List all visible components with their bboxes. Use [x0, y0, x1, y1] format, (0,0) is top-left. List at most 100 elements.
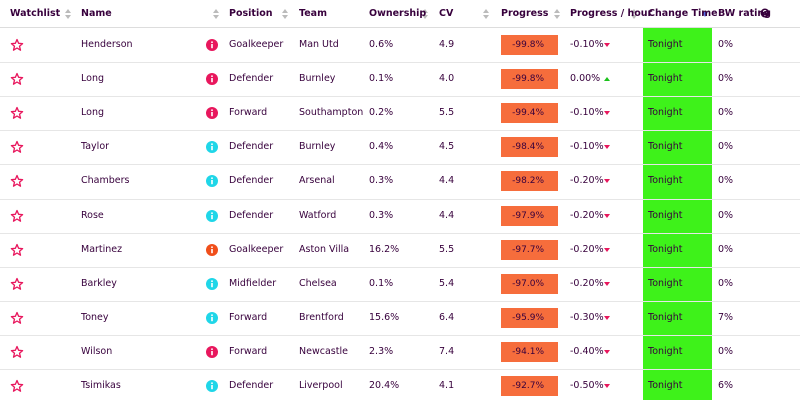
row-divider [0, 130, 800, 131]
change-time: Tonight [648, 107, 683, 119]
team: Chelsea [299, 277, 337, 289]
player-name: Long [81, 107, 104, 119]
position: Goalkeeper [229, 243, 284, 255]
cv: 4.4 [439, 209, 455, 221]
cv: 4.0 [439, 73, 455, 85]
header-divider [0, 27, 800, 28]
watchlist-star[interactable] [10, 106, 24, 120]
info-icon[interactable] [206, 175, 218, 188]
change-time: Tonight [648, 73, 683, 85]
sort-icon[interactable] [553, 8, 561, 20]
ownership: 0.1% [369, 73, 394, 85]
row-divider [0, 301, 800, 302]
team: Burnley [299, 73, 336, 85]
info-icon[interactable] [206, 311, 218, 324]
progress: -97.7% [501, 239, 558, 260]
bw-rating: 0% [718, 209, 734, 221]
progress-hour: -0.10% [570, 107, 604, 119]
bw-rating: 0% [718, 243, 734, 255]
player-name: Martinez [81, 243, 123, 255]
player-name: Chambers [81, 175, 130, 187]
progress: -92.7% [501, 376, 558, 397]
cv: 5.5 [439, 107, 455, 119]
change-time: Tonight [648, 311, 683, 323]
bw-rating: 7% [718, 311, 734, 323]
team: Watford [299, 209, 337, 221]
sort-icon[interactable] [630, 8, 638, 20]
sort-active-icon[interactable] [701, 10, 709, 18]
column-header[interactable]: Position [229, 8, 273, 19]
player-name: Rose [81, 209, 104, 221]
ownership: 0.3% [369, 209, 394, 221]
watchlist-star[interactable] [10, 243, 24, 257]
info-icon[interactable] [206, 345, 218, 358]
change-time: Tonight [648, 209, 683, 221]
info-icon[interactable] [206, 39, 218, 52]
player-name: Wilson [81, 345, 113, 357]
position: Defender [229, 73, 274, 85]
change-time: Tonight [648, 175, 683, 187]
trend-arrow [604, 43, 610, 48]
player-name: Henderson [81, 39, 133, 51]
watchlist-star[interactable] [10, 209, 24, 223]
bw-rating: 0% [718, 73, 734, 85]
progress: -97.0% [501, 273, 558, 294]
column-header[interactable]: Team [299, 8, 327, 19]
column-header[interactable]: Progress / hour [570, 8, 653, 19]
cv: 4.4 [439, 175, 455, 187]
column-header[interactable]: Ownership [369, 8, 427, 19]
progress-hour: -0.30% [570, 311, 604, 323]
info-icon[interactable] [206, 141, 218, 154]
sort-icon[interactable] [482, 8, 490, 20]
position: Forward [229, 311, 268, 323]
sort-icon[interactable] [64, 8, 72, 20]
info-icon[interactable] [206, 243, 218, 256]
watchlist-star[interactable] [10, 38, 24, 52]
watchlist-star[interactable] [10, 140, 24, 154]
team: Brentford [299, 311, 344, 323]
sort-icon[interactable] [421, 8, 429, 20]
sort-icon[interactable] [281, 8, 289, 20]
info-icon[interactable] [206, 209, 218, 222]
progress-hour: -0.20% [570, 209, 604, 221]
info-icon[interactable] [206, 73, 218, 86]
watchlist-star[interactable] [10, 174, 24, 188]
column-header[interactable]: BW rating [718, 8, 771, 19]
progress-hour: -0.40% [570, 345, 604, 357]
position: Defender [229, 209, 274, 221]
ownership: 16.2% [369, 243, 400, 255]
position: Defender [229, 380, 274, 392]
progress: -95.9% [501, 307, 558, 328]
position: Midfielder [229, 277, 277, 289]
ownership: 0.3% [369, 175, 394, 187]
trend-arrow [604, 384, 610, 389]
column-header[interactable]: CV [439, 8, 454, 19]
column-header[interactable]: Progress [501, 8, 549, 19]
info-icon[interactable] [206, 380, 218, 393]
help-icon[interactable] [760, 8, 770, 18]
sort-icon[interactable] [212, 8, 220, 20]
ownership: 0.2% [369, 107, 394, 119]
player-name: Toney [81, 311, 109, 323]
column-header[interactable]: Watchlist [10, 8, 61, 19]
info-icon[interactable] [206, 107, 218, 120]
team: Arsenal [299, 175, 335, 187]
watchlist-star[interactable] [10, 345, 24, 359]
info-icon[interactable] [206, 277, 218, 290]
column-header[interactable]: Change Time [648, 8, 718, 19]
bw-rating: 0% [718, 175, 734, 187]
bw-rating: 6% [718, 380, 734, 392]
row-divider [0, 267, 800, 268]
watchlist-star[interactable] [10, 311, 24, 325]
change-time: Tonight [648, 345, 683, 357]
cv: 4.1 [439, 380, 455, 392]
bw-rating: 0% [718, 141, 734, 153]
position: Defender [229, 141, 274, 153]
cv: 4.5 [439, 141, 455, 153]
watchlist-star[interactable] [10, 72, 24, 86]
column-header[interactable]: Name [81, 8, 112, 19]
watchlist-star[interactable] [10, 277, 24, 291]
cv: 6.4 [439, 311, 455, 323]
watchlist-star[interactable] [10, 379, 24, 393]
